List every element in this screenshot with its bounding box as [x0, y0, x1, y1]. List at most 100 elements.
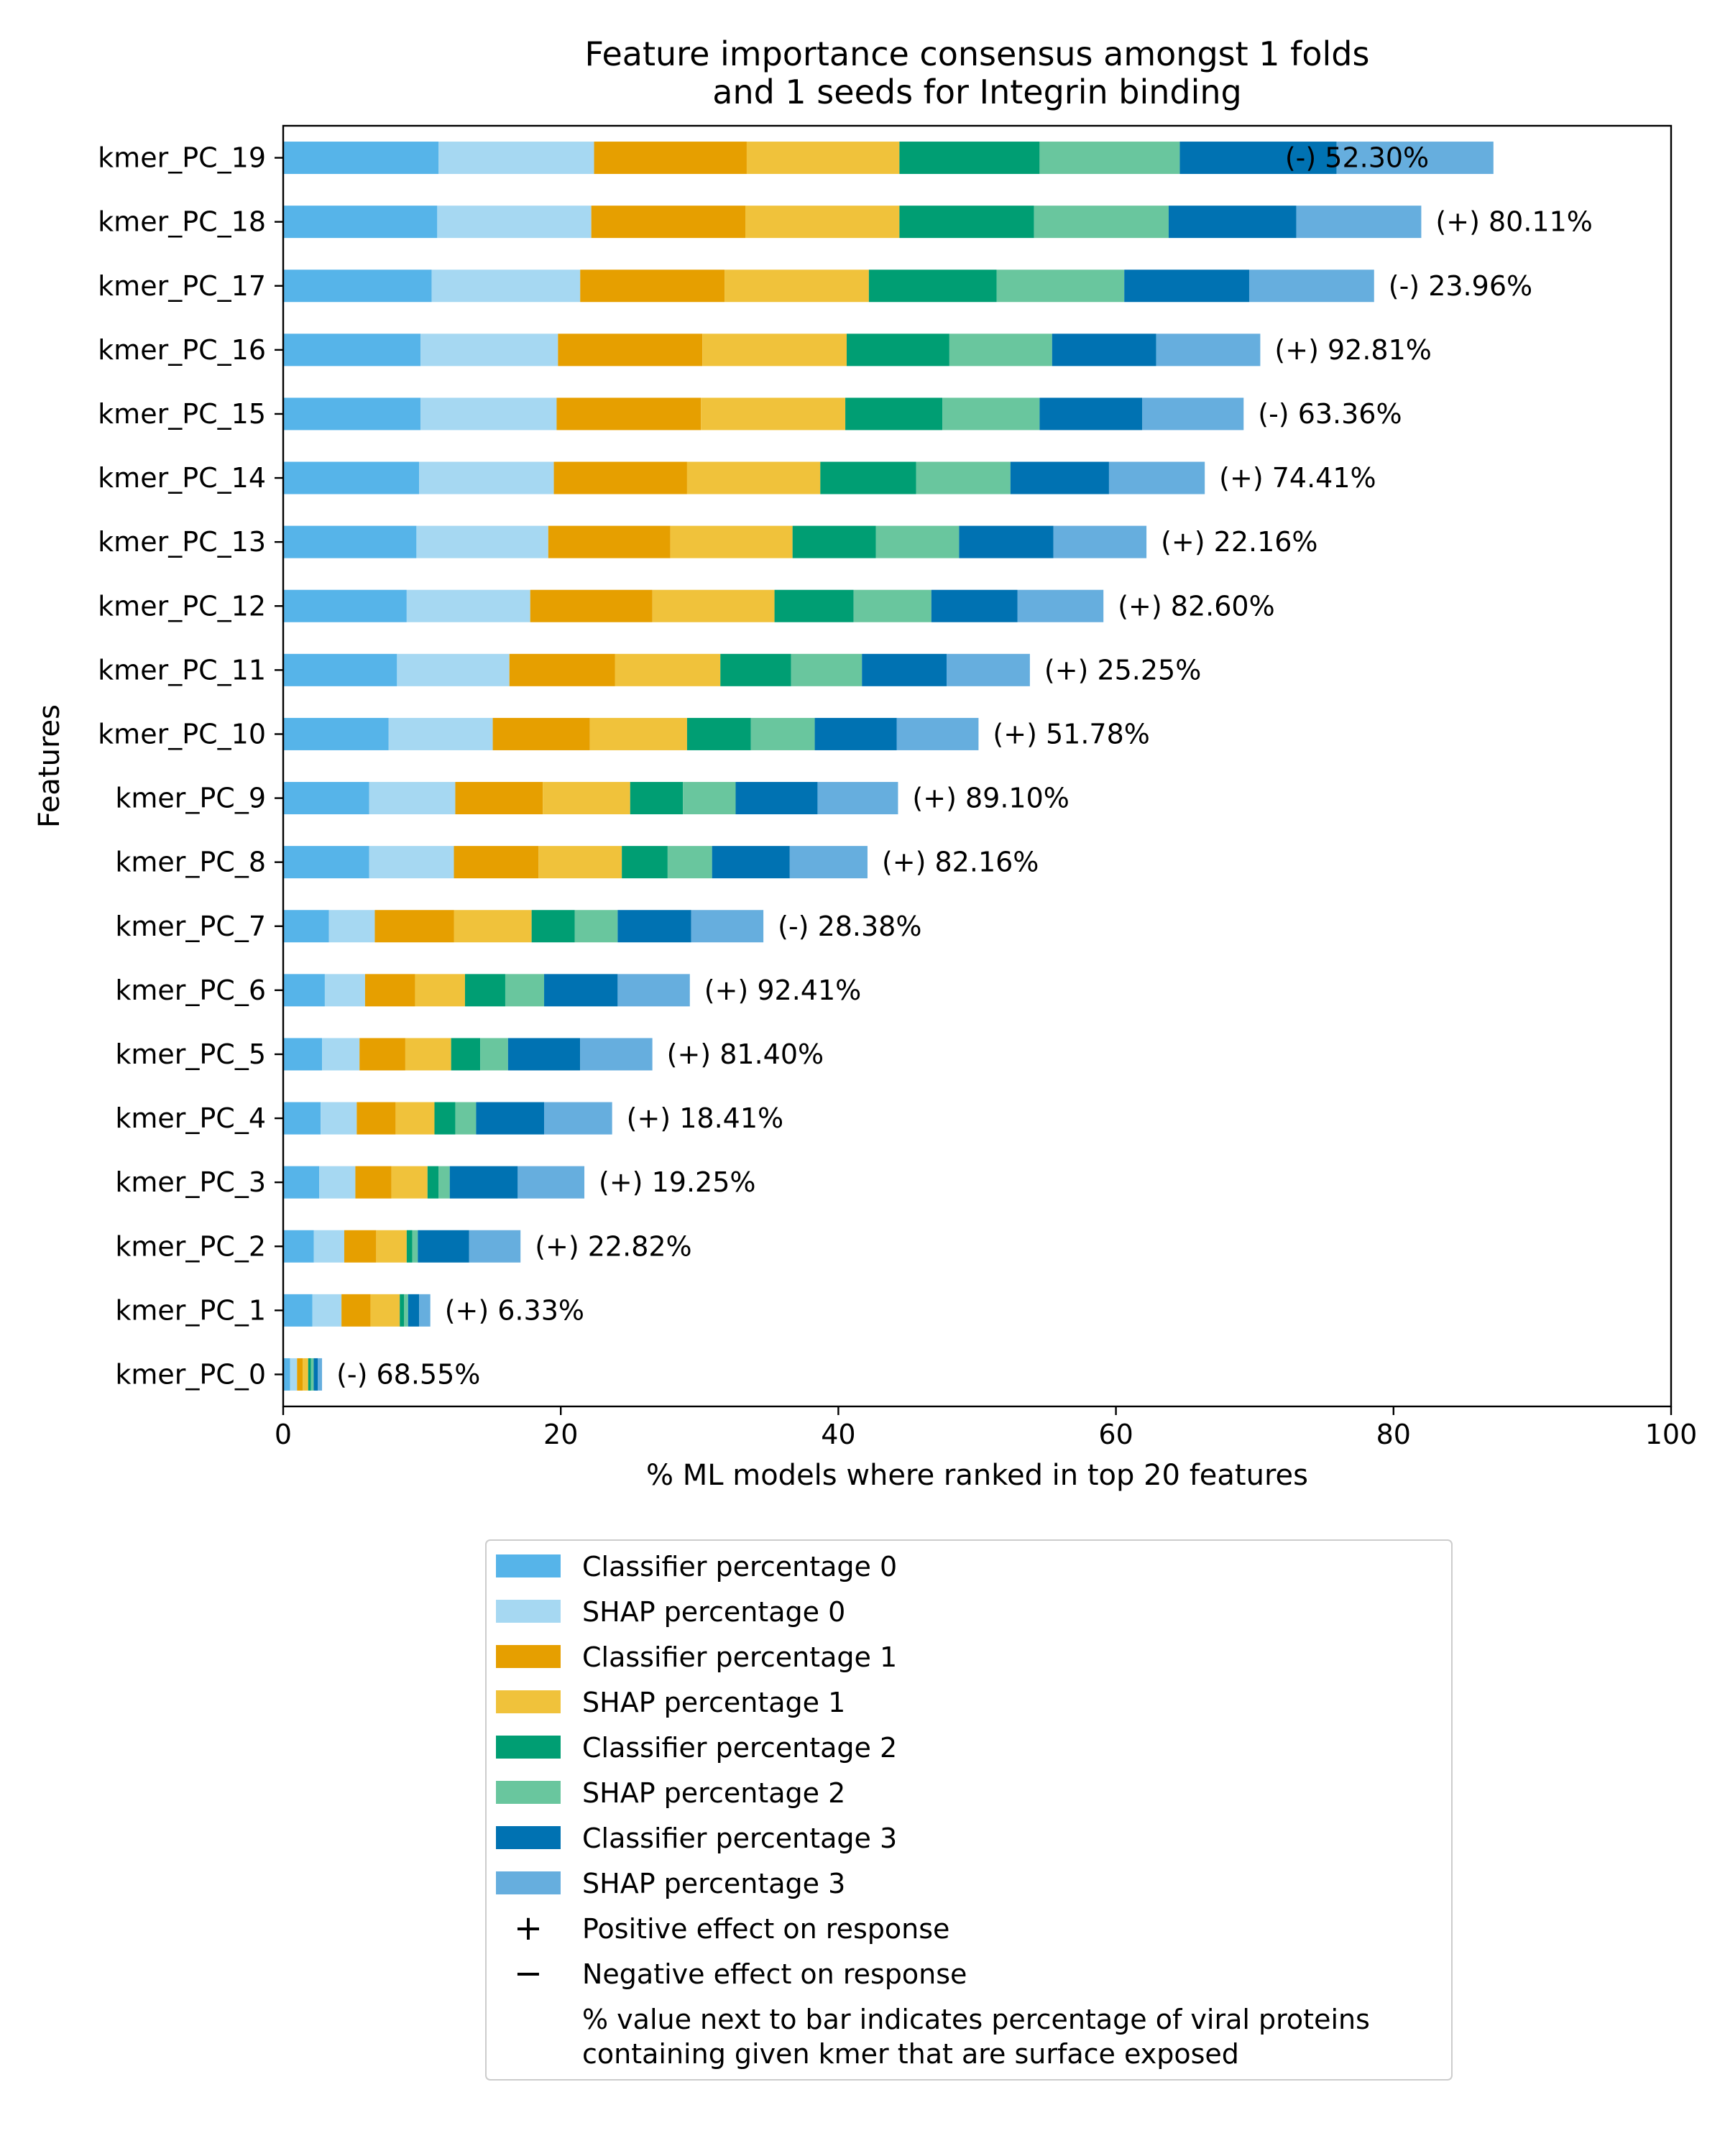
bar-segment	[1039, 397, 1143, 430]
bar-segment	[792, 525, 876, 558]
bar-segment	[283, 653, 397, 686]
bar-segment	[845, 397, 943, 430]
bar-segment	[615, 653, 721, 686]
bar-segment	[846, 333, 949, 367]
bar-segment	[1296, 206, 1422, 239]
bar-segment	[1168, 206, 1297, 239]
bar-segment	[1039, 142, 1180, 175]
y-tick-label: kmer_PC_11	[98, 654, 266, 686]
y-tick-label: kmer_PC_15	[98, 398, 266, 430]
bar-segment	[415, 974, 465, 1007]
chart-title-line: Feature importance consensus amongst 1 f…	[585, 34, 1370, 73]
legend-swatch	[496, 1600, 561, 1623]
bar-annotation: (+) 51.78%	[993, 718, 1149, 750]
bar-segment	[480, 1038, 508, 1071]
bar-segment	[438, 1166, 450, 1199]
bar-segment	[283, 717, 389, 750]
chart-title-line: and 1 seeds for Integrin binding	[712, 73, 1241, 111]
bar-segment	[341, 1294, 371, 1327]
bar-segment	[814, 717, 897, 750]
legend-swatch	[496, 1781, 561, 1804]
bar-segment	[548, 525, 671, 558]
x-tick-label: 20	[543, 1419, 578, 1450]
bar-segment	[1156, 333, 1261, 367]
bar-segment	[683, 782, 736, 815]
bar-segment	[686, 461, 821, 494]
bar-segment	[356, 1102, 396, 1135]
legend-label: SHAP percentage 2	[582, 1777, 845, 1809]
legend-label: containing given kmer that are surface e…	[582, 2038, 1239, 2070]
x-tick-label: 80	[1376, 1419, 1411, 1450]
bar-segment	[438, 142, 594, 175]
x-tick-label: 40	[821, 1419, 855, 1450]
bar-segment	[691, 910, 764, 943]
bar-segment	[1142, 397, 1244, 430]
bar-annotation: (+) 18.41%	[627, 1102, 783, 1134]
bar-segment	[283, 525, 417, 558]
y-tick-label: kmer_PC_17	[98, 270, 266, 302]
bar-annotation: (+) 82.16%	[882, 847, 1039, 878]
bar-segment	[355, 1166, 392, 1199]
bar-segment	[622, 846, 668, 879]
bar-segment	[376, 1230, 407, 1263]
chart-title: Feature importance consensus amongst 1 f…	[585, 34, 1370, 111]
bar-segment	[875, 525, 960, 558]
bar-segment	[853, 589, 932, 622]
bar-segment	[505, 974, 545, 1007]
bar-segment	[369, 782, 456, 815]
bar-segment	[420, 397, 557, 430]
bar-segment	[617, 910, 691, 943]
bar-segment	[395, 1102, 435, 1135]
bar-segment	[724, 270, 869, 303]
bar-segment	[1034, 206, 1169, 239]
x-tick-label: 0	[275, 1419, 292, 1450]
bar-annotation: (+) 81.40%	[667, 1038, 824, 1070]
bar-segment	[594, 142, 747, 175]
bar-annotation: (+) 22.82%	[535, 1230, 691, 1262]
bar-segment	[283, 142, 439, 175]
y-tick-label: kmer_PC_10	[98, 718, 266, 750]
legend-swatch	[496, 1871, 561, 1894]
bar-segment	[899, 206, 1034, 239]
bar-segment	[556, 397, 702, 430]
bar-segment	[449, 1166, 518, 1199]
bar-segment	[820, 461, 916, 494]
bar-segment	[283, 206, 438, 239]
bar-segment	[364, 974, 415, 1007]
bar-segment	[544, 974, 618, 1007]
bar-segment	[431, 270, 581, 303]
legend-swatch	[496, 1554, 561, 1577]
bar-segment	[283, 589, 407, 622]
bar-segment	[313, 1230, 344, 1263]
legend-label: SHAP percentage 3	[582, 1868, 845, 1899]
bar-segment	[553, 461, 687, 494]
y-tick-label: kmer_PC_18	[98, 206, 266, 238]
bar-segment	[283, 1038, 323, 1071]
bar-segment	[419, 461, 554, 494]
bar-segment	[290, 1358, 298, 1391]
bar-segment	[916, 461, 1011, 494]
bar-segment	[319, 1166, 356, 1199]
bar-segment	[670, 525, 793, 558]
x-tick-label: 60	[1098, 1419, 1133, 1450]
bar-segment	[1336, 142, 1494, 175]
legend-label: SHAP percentage 1	[582, 1687, 845, 1718]
plot-frame	[282, 124, 1673, 1408]
bar-segment	[369, 846, 454, 879]
bar-annotation: (+) 82.60%	[1118, 590, 1274, 622]
bar-segment	[1108, 461, 1205, 494]
bar-segment	[896, 717, 979, 750]
y-tick-label: kmer_PC_12	[98, 590, 266, 622]
bar-segment	[701, 397, 846, 430]
legend-label: Classifier percentage 2	[582, 1732, 897, 1764]
bar-segment	[455, 782, 543, 815]
bar-segment	[538, 846, 622, 879]
legend-label: Classifier percentage 0	[582, 1551, 897, 1583]
y-tick-label: kmer_PC_3	[115, 1166, 266, 1198]
bar-segment	[283, 1294, 313, 1327]
bar-annotation: (+) 92.41%	[704, 975, 861, 1006]
bars	[283, 142, 1494, 1391]
bar-segment	[630, 782, 684, 815]
bar-segment	[789, 846, 868, 879]
bar-annotation: (+) 80.11%	[1435, 206, 1592, 238]
